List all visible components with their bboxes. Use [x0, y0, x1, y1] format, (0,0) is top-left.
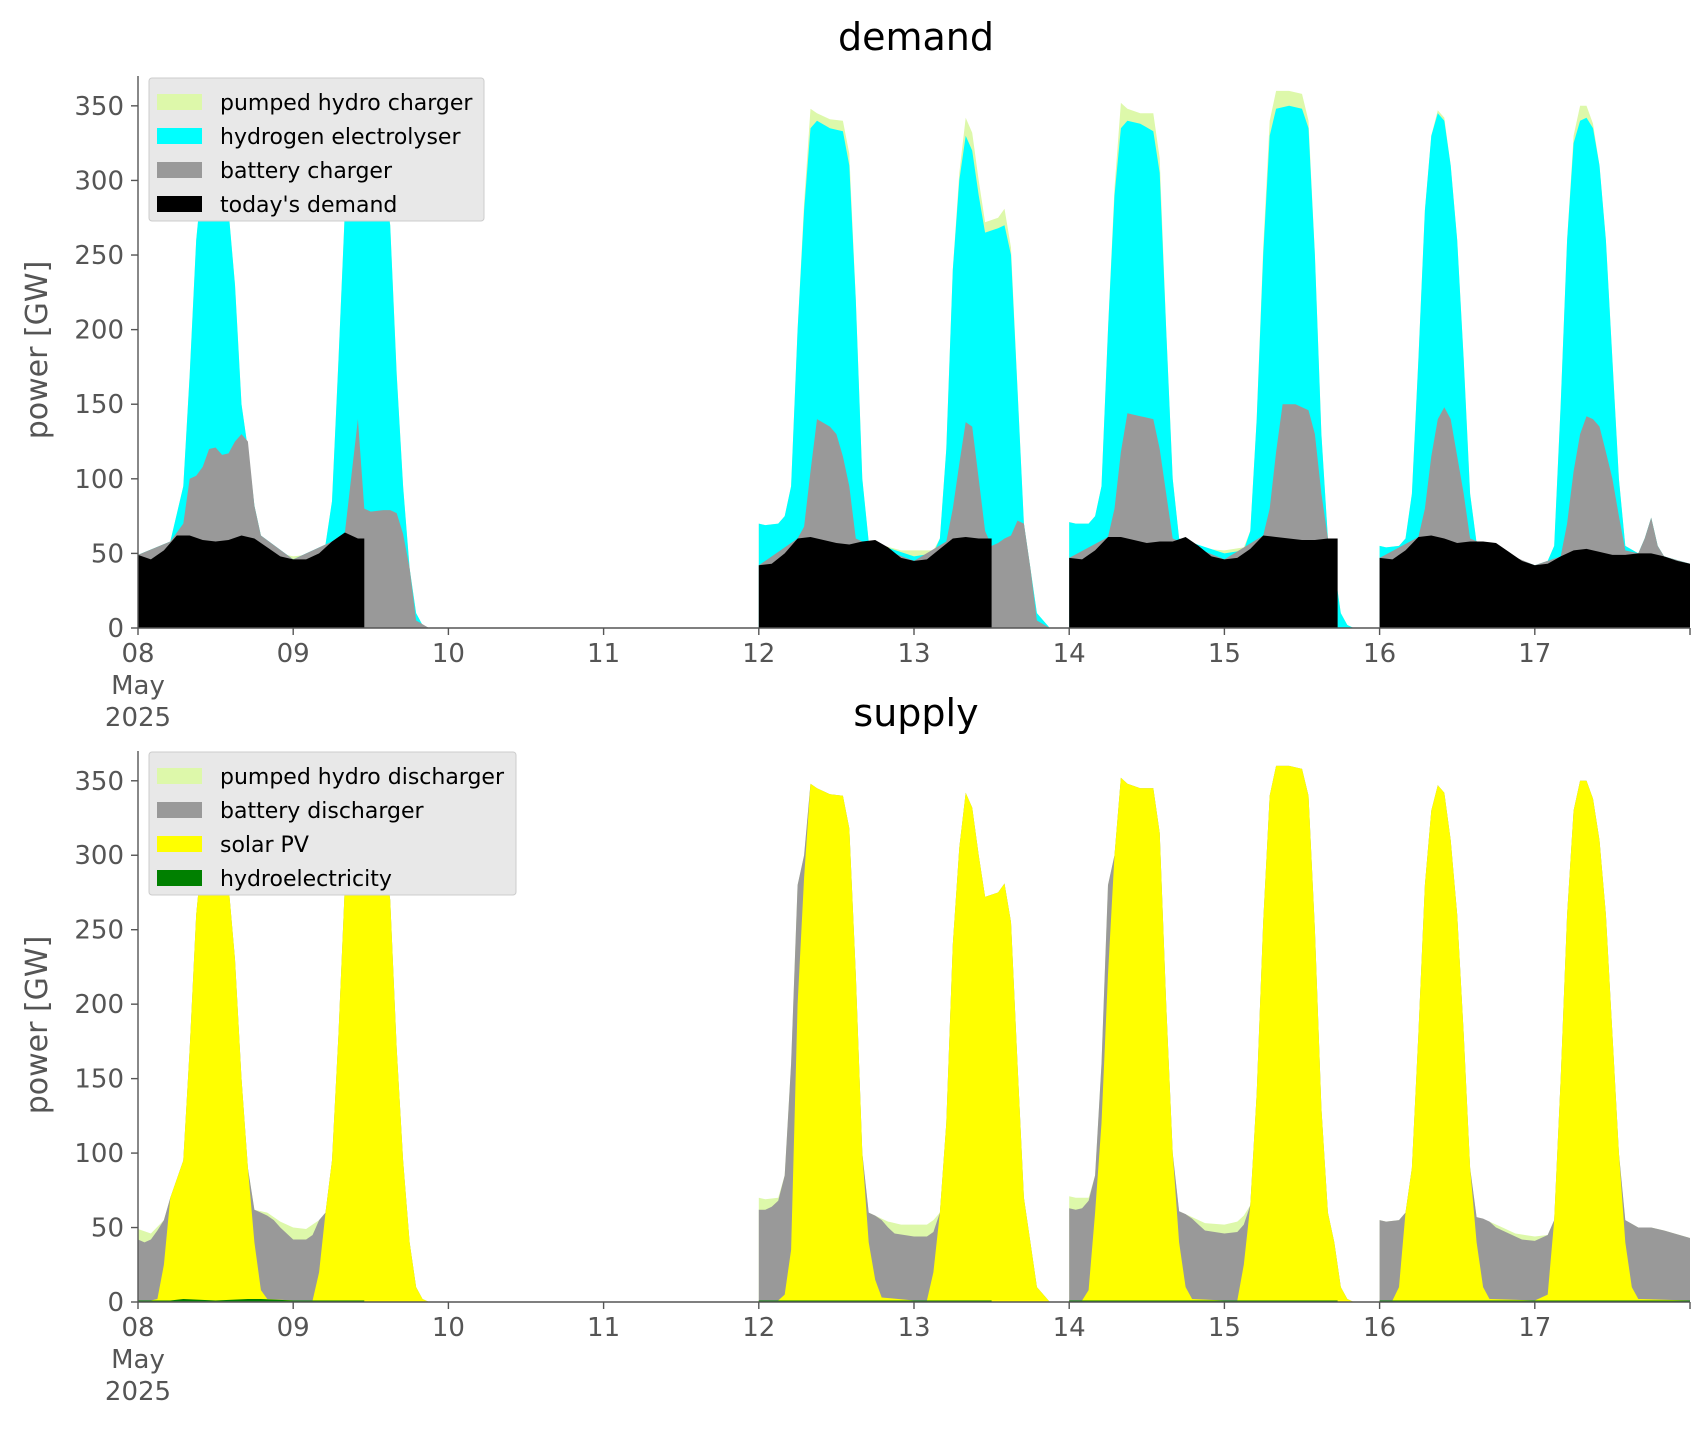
supply-y-axis-label: power [GW] — [20, 936, 55, 1115]
supply-x-tick-label: 16 — [1363, 1313, 1396, 1343]
demand-x-tick-label: 16 — [1363, 639, 1396, 669]
supply-area-solar-pv-4 — [1379, 780, 1690, 1302]
demand-y-tick-label: 100 — [74, 465, 124, 495]
demand-y-axis-label: power [GW] — [20, 261, 55, 440]
supply-x-tick-label: 11 — [587, 1313, 620, 1343]
demand-legend-label-today-s-demand: today's demand — [220, 193, 397, 218]
supply-x-tick-label: 12 — [742, 1313, 775, 1343]
demand-y-tick-label: 0 — [107, 614, 124, 644]
demand-x-tick-label: 14 — [1053, 639, 1086, 669]
supply-legend-box — [148, 751, 517, 896]
demand-area-today-s-demand-2 — [758, 537, 992, 628]
supply-y-tick-label: 250 — [74, 916, 124, 946]
demand-y-tick-label: 200 — [74, 316, 124, 346]
demand-x-tick-label: 12 — [742, 639, 775, 669]
demand-legend: pumped hydro charger hydrogen electrolyse… — [148, 77, 485, 222]
demand-x-tick-label: 11 — [587, 639, 620, 669]
supply-x-tick-label: 17 — [1518, 1313, 1551, 1343]
supply-legend-label-pumped-hydro-discharger: pumped hydro discharger — [220, 765, 505, 790]
supply-legend-label-battery-discharger: battery discharger — [220, 799, 425, 824]
supply-x-tick-year-label: 2025 — [105, 1377, 171, 1407]
demand-title: demand — [838, 15, 994, 59]
demand-x-tick-label: 13 — [897, 639, 930, 669]
demand-legend-swatch-today-s-demand — [157, 196, 202, 212]
supply-area-hydroelectricity-1 — [138, 1299, 365, 1302]
supply-legend: pumped hydro discharger battery discharge… — [148, 751, 517, 896]
supply-area-solar-pv-1 — [138, 815, 429, 1302]
demand-legend-label-pumped-hydro-charger: pumped hydro charger — [220, 91, 473, 116]
supply-x-tick-label: 08 — [121, 1313, 154, 1343]
supply-title: supply — [853, 691, 978, 735]
supply-legend-swatch-pumped-hydro-discharger — [157, 768, 202, 784]
demand-x-tick-label: 08 — [121, 639, 154, 669]
supply-plot-area — [138, 765, 1690, 1302]
supply-area-solar-pv-2 — [758, 783, 1050, 1302]
demand-legend-swatch-hydrogen-electrolyser — [157, 128, 202, 144]
demand-legend-box — [148, 77, 485, 222]
demand-area-today-s-demand-3 — [1069, 535, 1338, 628]
demand-area-today-s-demand-1 — [138, 532, 365, 628]
supply-y-tick-label: 50 — [91, 1214, 124, 1244]
supply-y-tick-label: 350 — [74, 767, 124, 797]
demand-legend-swatch-battery-charger — [157, 162, 202, 178]
demand-y-tick-label: 50 — [91, 539, 124, 569]
demand-y-tick-label: 350 — [74, 92, 124, 122]
supply-y-tick-label: 0 — [107, 1288, 124, 1318]
supply-area-solar-pv-3 — [1069, 765, 1354, 1302]
demand-legend-label-hydrogen-electrolyser: hydrogen electrolyser — [220, 125, 461, 150]
supply-y-tick-label: 300 — [74, 841, 124, 871]
supply-legend-swatch-hydroelectricity — [157, 870, 202, 886]
supply-y-tick-label: 150 — [74, 1065, 124, 1095]
demand-x-tick-label: 10 — [432, 639, 465, 669]
supply-x-tick-label: 13 — [897, 1313, 930, 1343]
demand-x-tick-month-label: May — [111, 671, 165, 701]
supply-x-tick-label: 15 — [1208, 1313, 1241, 1343]
supply-x-tick-label: 09 — [277, 1313, 310, 1343]
supply-legend-swatch-battery-discharger — [157, 802, 202, 818]
supply-y-tick-label: 100 — [74, 1139, 124, 1169]
demand-panel: demand power [GW] 0501001502002503003500… — [20, 15, 1691, 733]
demand-y-tick-label: 300 — [74, 166, 124, 196]
supply-legend-label-solar-pv: solar PV — [220, 833, 309, 858]
supply-x-tick-month-label: May — [111, 1345, 165, 1375]
supply-legend-label-hydroelectricity: hydroelectricity — [220, 867, 392, 892]
demand-legend-swatch-pumped-hydro-charger — [157, 94, 202, 110]
demand-area-today-s-demand-4 — [1379, 535, 1690, 628]
supply-panel: supply power [GW] 0501001502002503003500… — [20, 691, 1691, 1407]
demand-x-tick-label: 09 — [277, 639, 310, 669]
demand-y-tick-label: 150 — [74, 390, 124, 420]
supply-legend-swatch-solar-pv — [157, 836, 202, 852]
supply-x-tick-label: 10 — [432, 1313, 465, 1343]
demand-plot-area — [138, 90, 1690, 629]
supply-x-tick-label: 14 — [1053, 1313, 1086, 1343]
demand-y-tick-label: 250 — [74, 241, 124, 271]
demand-legend-label-battery-charger: battery charger — [220, 159, 393, 184]
demand-x-tick-year-label: 2025 — [105, 703, 171, 733]
demand-x-tick-label: 17 — [1518, 639, 1551, 669]
demand-x-tick-label: 15 — [1208, 639, 1241, 669]
supply-y-tick-label: 200 — [74, 990, 124, 1020]
